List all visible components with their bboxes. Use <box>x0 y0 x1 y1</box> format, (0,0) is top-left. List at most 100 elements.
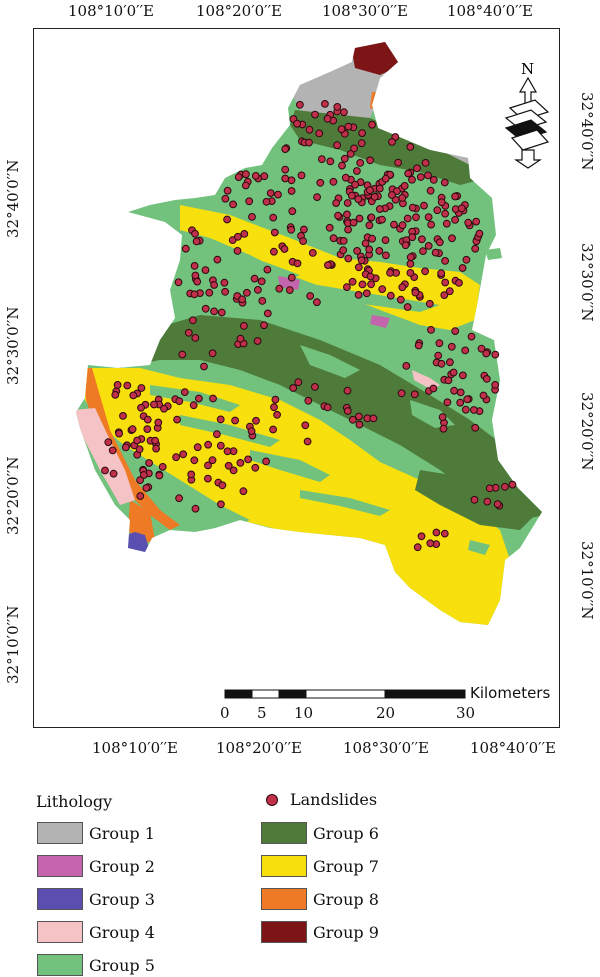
landslide-marker <box>442 219 451 228</box>
landslide-marker <box>427 326 435 334</box>
landslide-marker <box>435 238 444 247</box>
landslide-marker <box>445 287 454 296</box>
landslide-marker <box>439 424 448 433</box>
landslide-marker <box>354 195 363 204</box>
legend-label: Group 3 <box>89 889 155 909</box>
landslide-marker <box>236 459 245 467</box>
scale-bar <box>224 689 466 699</box>
legend-title: Lithology <box>36 792 113 811</box>
landslide-marker <box>341 173 350 182</box>
legend-swatch <box>37 921 83 943</box>
landslide-marker <box>293 259 302 268</box>
landslide-marker <box>339 246 348 255</box>
landslide-marker <box>477 344 486 353</box>
landslide-marker <box>437 359 446 368</box>
landslide-marker <box>450 386 459 395</box>
landslide-marker <box>414 341 423 350</box>
landslide-marker <box>108 446 117 455</box>
landslide-marker <box>173 415 182 424</box>
landslide-marker <box>472 217 481 226</box>
landslide-marker <box>223 186 232 195</box>
landslide-marker <box>281 174 290 183</box>
landslide-marker <box>189 316 197 325</box>
landslide-marker <box>109 469 118 478</box>
landslide-marker <box>365 221 374 230</box>
landslide-marker <box>485 484 494 493</box>
landslide-marker <box>263 265 272 274</box>
landslide-marker <box>406 143 415 151</box>
landslide-marker <box>479 391 488 400</box>
landslide-marker <box>434 351 443 360</box>
legend-item-group-2: Group 2 <box>37 855 155 877</box>
landslide-marker <box>386 269 395 277</box>
landslide-marker <box>435 339 444 348</box>
bottom-lon-label: 108°30′0′′E <box>343 739 429 757</box>
landslide-marker <box>362 289 371 298</box>
landslide-marker <box>416 173 425 181</box>
landslide-marker <box>467 332 476 341</box>
legend-swatch <box>261 855 307 877</box>
landslide-marker <box>344 225 353 234</box>
landslide-marker <box>323 114 332 123</box>
landslide-marker <box>296 100 304 109</box>
landslide-marker <box>368 120 377 129</box>
legend-swatch <box>37 954 83 976</box>
landslide-marker <box>456 388 465 397</box>
group-2-area <box>370 315 390 328</box>
landslide-marker <box>269 213 278 222</box>
landslide-marker <box>340 154 349 163</box>
landslide-marker <box>410 390 419 399</box>
landslide-marker <box>191 229 199 238</box>
legend-item-group-8: Group 8 <box>261 888 379 910</box>
landslide-marker <box>408 175 416 184</box>
landslide-marker <box>101 466 109 475</box>
landslide-marker <box>437 269 446 278</box>
landslide-marker <box>300 225 308 234</box>
landslide-marker <box>250 274 259 283</box>
bottom-lon-label: 108°20′0′′E <box>216 739 302 757</box>
landslide-marker <box>406 253 415 262</box>
legend-label: Group 6 <box>313 823 379 843</box>
legend-swatch <box>261 921 307 943</box>
landslide-marker <box>463 395 472 404</box>
landslide-marker <box>406 269 415 277</box>
legend-swatch <box>261 822 307 844</box>
landslide-marker <box>143 425 152 434</box>
landslide-marker <box>437 198 446 207</box>
landslide-marker <box>355 412 363 421</box>
group-4-area <box>76 408 135 505</box>
landslide-marker <box>451 192 460 201</box>
landslide-marker <box>269 425 278 434</box>
landslide-marker <box>311 110 319 119</box>
landslide-marker <box>425 299 434 308</box>
landslide-marker <box>313 193 322 202</box>
landslide-marker <box>253 337 262 345</box>
landslide-marker <box>221 287 230 296</box>
landslide-marker <box>160 404 168 413</box>
scale-tick-label: 10 <box>294 704 314 722</box>
landslide-marker <box>404 169 413 178</box>
landslide-marker <box>417 532 426 541</box>
landslide-marker <box>348 277 357 286</box>
landslide-marker <box>311 383 319 391</box>
landslide-marker <box>303 437 312 446</box>
landslide-marker <box>152 444 161 453</box>
landslide-marker <box>368 234 377 243</box>
landslide-marker <box>444 376 453 385</box>
landslide-marker <box>213 430 221 439</box>
landslide-marker <box>418 235 426 244</box>
scale-tick-label: 30 <box>456 704 476 722</box>
landslide-marker <box>324 261 332 270</box>
landslide-marker <box>357 139 366 148</box>
legend-item-group-6: Group 6 <box>261 822 379 844</box>
landslide-marker <box>390 220 398 229</box>
landslide-marker <box>321 100 329 108</box>
landslide-marker <box>305 138 313 147</box>
landslide-marker <box>293 119 302 128</box>
landslide-marker <box>333 103 342 111</box>
landslide-marker <box>366 156 375 165</box>
landslide-marker <box>398 194 407 202</box>
landslide-marker <box>482 349 491 358</box>
landslide-marker <box>367 213 376 222</box>
landslide-marker <box>129 391 138 400</box>
